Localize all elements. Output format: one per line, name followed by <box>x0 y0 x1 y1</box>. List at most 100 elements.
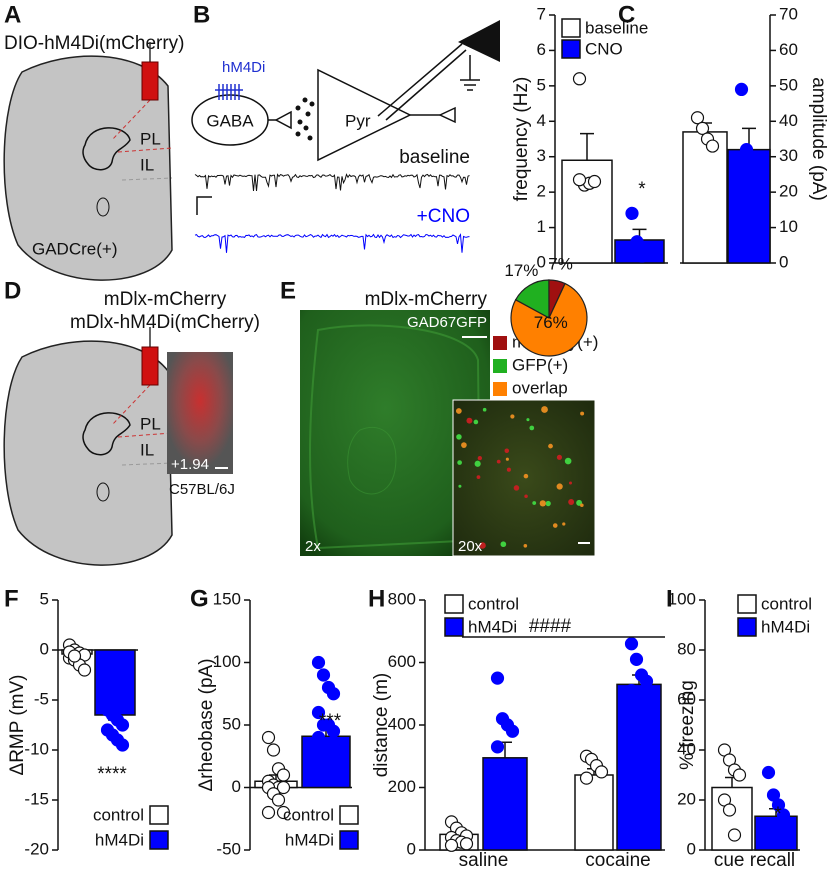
data-point <box>629 687 644 701</box>
data-point <box>326 755 341 770</box>
data-point <box>739 143 754 157</box>
y-tick-label: 20 <box>779 182 798 201</box>
legend-label: hM4Di <box>285 830 334 849</box>
cell <box>476 475 481 480</box>
trace-label: baseline <box>399 147 470 168</box>
y-tick-label: 3 <box>537 146 546 165</box>
x-tick-label: saline <box>459 850 509 870</box>
y-tick-label: 100 <box>668 589 696 608</box>
data-point <box>261 805 276 820</box>
data-point <box>587 174 602 189</box>
data-point <box>722 803 737 817</box>
cell <box>455 408 462 414</box>
y-tick-label: 0 <box>407 839 416 858</box>
y-tick-label: 150 <box>213 589 241 608</box>
data-point <box>495 768 510 782</box>
data-point <box>77 663 92 677</box>
trace-label: +CNO <box>417 206 470 227</box>
region-label: PL <box>140 129 161 148</box>
y-tick-label: 20 <box>677 789 696 808</box>
cell-label: Pyr <box>345 111 371 130</box>
cell <box>524 494 528 498</box>
y-tick-label: 600 <box>388 652 416 671</box>
data-point <box>727 828 742 842</box>
data-point <box>261 730 276 745</box>
panel-letter: E <box>280 277 296 304</box>
y-tick-label: -20 <box>24 839 49 858</box>
data-point <box>311 762 326 776</box>
data-point <box>500 787 515 801</box>
data-point <box>115 718 130 732</box>
legend-label: overlap <box>512 378 568 397</box>
y-tick-label: 7 <box>537 4 546 23</box>
cell <box>482 407 487 412</box>
y-tick-label: 0 <box>537 252 546 271</box>
data-point <box>505 799 520 813</box>
pie-label: 76% <box>534 313 568 332</box>
cell <box>479 542 486 549</box>
legend-swatch <box>493 336 507 350</box>
y-tick-label: 6 <box>537 40 546 59</box>
y-axis-label: amplitude (pA) <box>808 77 829 201</box>
y-tick-label: 50 <box>779 75 798 94</box>
cell <box>562 522 566 526</box>
brain-diagram: PL IL <box>3 327 173 566</box>
data-point <box>776 808 791 822</box>
y-tick-label: 5 <box>40 589 49 608</box>
cell <box>548 443 553 449</box>
data-point <box>505 724 520 738</box>
bar <box>682 131 728 264</box>
data-point <box>311 730 326 745</box>
cell <box>580 503 584 508</box>
data-point <box>629 652 644 666</box>
region-label: GADCre(+) <box>32 239 117 258</box>
data-point <box>732 768 747 782</box>
error-bar <box>580 132 594 161</box>
data-point <box>695 121 710 135</box>
cell <box>556 454 563 460</box>
y-tick-label: 50 <box>222 714 241 733</box>
y-tick-label: 10 <box>779 217 798 236</box>
data-point <box>271 793 286 807</box>
cell <box>473 419 479 425</box>
cell <box>556 483 563 490</box>
region-label: IL <box>140 155 154 174</box>
cell <box>505 457 509 461</box>
y-tick-label: 1 <box>537 217 546 236</box>
bar <box>616 683 662 851</box>
data-point <box>326 724 341 738</box>
data-point <box>572 72 587 86</box>
pie-label: 17% <box>504 261 538 280</box>
data-point <box>276 768 291 782</box>
y-axis-label: Δrheobase (pA) <box>196 658 217 791</box>
legend-swatch <box>149 830 169 850</box>
data-point <box>276 805 291 820</box>
legend-swatch <box>737 617 757 637</box>
cell <box>568 481 572 485</box>
data-point <box>594 765 609 779</box>
data-point <box>630 235 644 249</box>
legend-label: CNO <box>585 39 623 58</box>
y-tick-label: 60 <box>779 40 798 59</box>
data-point <box>572 173 587 187</box>
annotation: #### <box>529 616 572 637</box>
y-tick-label: -15 <box>24 789 49 808</box>
annotation: *** <box>319 711 342 732</box>
y-tick-label: 0 <box>232 777 241 796</box>
panel-letter: F <box>4 585 19 612</box>
data-point <box>490 671 505 685</box>
y-tick-label: 0 <box>40 639 49 658</box>
cell <box>456 434 462 440</box>
legend-swatch <box>339 830 359 850</box>
legend-label: control <box>283 805 334 824</box>
cell <box>458 484 462 488</box>
data-point <box>459 837 474 851</box>
panel-title: mDlx-hM4Di(mCherry) <box>70 312 260 333</box>
cell <box>526 418 530 422</box>
legend-label: hM4Di <box>95 830 144 849</box>
cell <box>523 543 528 548</box>
data-point <box>705 139 720 153</box>
panel-letter: A <box>4 1 21 28</box>
